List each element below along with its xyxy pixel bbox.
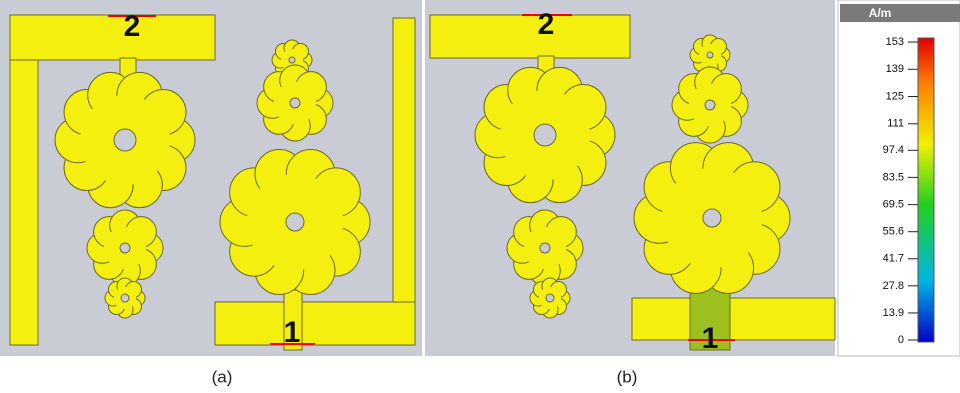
flower-hole [114,129,136,151]
flower [634,143,790,294]
colorbar-tick-label: 111 [887,118,904,130]
flower-hole [289,57,295,63]
flower [55,72,195,207]
panel-label: (a) [212,367,233,386]
colorbar-tick-label: 125 [886,90,904,102]
flower-hole [705,100,715,110]
flower-hole [286,213,304,231]
flower [257,65,333,141]
port-label: 2 [538,8,555,41]
colorbar-tick-label: 97.4 [883,144,904,156]
flower-hole [707,52,713,58]
flower [87,210,163,286]
panel-label: (b) [617,367,638,386]
colorbar-header [840,4,960,22]
flower-hole [121,294,129,302]
flower [475,67,615,202]
flower-hole [546,294,554,302]
colorbar-tick-label: 0 [898,334,904,346]
ground-bottom [215,302,415,345]
antenna-shapes [10,15,835,350]
flower-hole [290,98,300,108]
colorbar-tick-label: 83.5 [883,171,904,183]
colorbar-title: A/m [869,6,892,20]
colorbar-tick-label: 55.6 [883,226,904,238]
colorbar-tick-label: 41.7 [883,253,904,265]
colorbar-tick-label: 153 [886,36,904,48]
colorbar-tick-label: 13.9 [883,307,904,319]
ground-vertical [10,15,38,345]
feed-bar-top [430,15,630,58]
flower [105,278,145,318]
flower-hole [540,243,550,253]
ground-bottom [632,298,835,340]
feed-bar-top [10,15,215,60]
flower [672,67,748,143]
port-label: 1 [702,322,719,355]
flower-hole [534,124,556,146]
figure: 2 1 2 1 (a) (b) A/m 153 139 125 111 97.4 83.5… [0,0,960,393]
flower-hole [120,243,130,253]
port-label: 2 [124,10,141,43]
colorbar-tick-label: 139 [886,63,904,75]
ground-vertical [393,18,415,345]
flower [220,149,370,294]
flower [507,210,583,286]
colorbar [918,38,934,342]
flower-hole [703,209,721,227]
colorbar-tick-label: 69.5 [883,199,904,211]
page: 2 1 2 1 (a) (b) A/m 153 139 125 111 97.4 83.5… [0,0,960,393]
flower [530,278,570,318]
colorbar-tick-label: 27.8 [883,280,904,292]
port-label: 1 [284,316,301,349]
